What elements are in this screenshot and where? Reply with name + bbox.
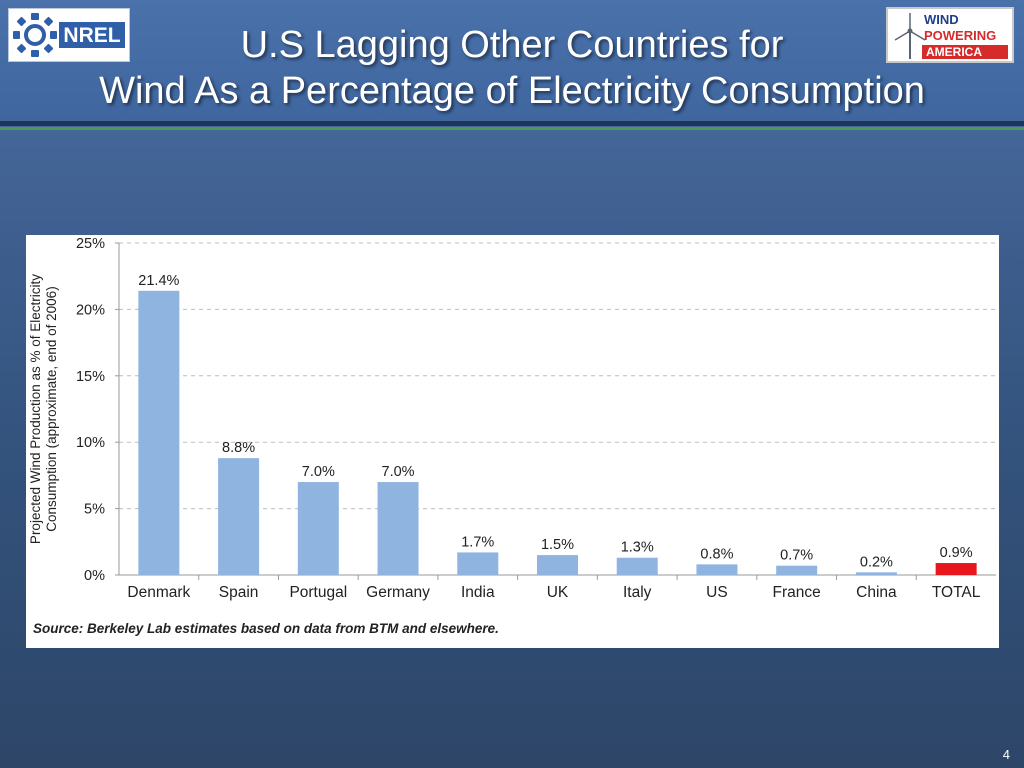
slide-title: U.S Lagging Other Countries for Wind As … bbox=[0, 22, 1024, 114]
y-tick-label: 25% bbox=[76, 236, 105, 252]
value-label-denmark: 21.4% bbox=[138, 273, 179, 289]
wpa-logo-line-3: AMERICA bbox=[926, 45, 982, 59]
x-tick-label-china: China bbox=[856, 584, 897, 601]
y-tick-label: 5% bbox=[84, 502, 105, 518]
header-divider-green bbox=[0, 127, 1024, 130]
value-label-france: 0.7% bbox=[780, 548, 813, 564]
nrel-logo-emblem-icon bbox=[13, 13, 57, 57]
x-tick-label-portugal: Portugal bbox=[289, 584, 347, 601]
wind-turbine-icon bbox=[894, 13, 926, 59]
value-label-us: 0.8% bbox=[700, 546, 733, 562]
bar-italy bbox=[616, 557, 658, 575]
bar-germany bbox=[377, 482, 419, 575]
wpa-logo-line-1: WIND bbox=[924, 12, 959, 27]
x-tick-label-uk: UK bbox=[547, 584, 569, 601]
y-tick-label: 20% bbox=[76, 302, 105, 318]
value-label-india: 1.7% bbox=[461, 534, 494, 550]
chart-value-labels: 21.4% 8.8% 7.0% 7.0% 1.7% 1.5% 1.3% 0.8% 0.7% 0.2… bbox=[138, 273, 972, 571]
header-divider-dark bbox=[0, 121, 1024, 126]
nrel-logo: NREL bbox=[8, 8, 130, 62]
x-tick-label-total: TOTAL bbox=[932, 584, 981, 601]
nrel-logo-text: NREL bbox=[63, 24, 120, 47]
chart-source-note: Source: Berkeley Lab estimates based on … bbox=[33, 621, 499, 636]
x-tick-label-spain: Spain bbox=[219, 584, 259, 601]
bar-us bbox=[696, 564, 738, 575]
value-label-total: 0.9% bbox=[940, 545, 973, 561]
bar-spain bbox=[218, 458, 260, 575]
value-label-germany: 7.0% bbox=[382, 464, 415, 480]
value-label-spain: 8.8% bbox=[222, 440, 255, 456]
wpa-logo-line-2: POWERING bbox=[924, 28, 996, 43]
bar-china bbox=[855, 572, 897, 575]
y-tick-label: 0% bbox=[84, 568, 105, 584]
y-axis-ticks: 0% 5% 10% 15% 20% 25% bbox=[76, 236, 119, 584]
x-tick-label-france: France bbox=[773, 584, 821, 601]
chart-gridlines bbox=[119, 242, 996, 510]
bar-total bbox=[935, 563, 977, 575]
x-tick-label-india: India bbox=[461, 584, 495, 601]
slide-title-line-2: Wind As a Percentage of Electricity Cons… bbox=[99, 70, 925, 112]
page-number: 4 bbox=[1002, 747, 1010, 762]
chart-bars bbox=[138, 290, 977, 575]
y-axis-title-line-1: Projected Wind Production as % of Electr… bbox=[28, 274, 43, 544]
x-tick-label-italy: Italy bbox=[623, 584, 652, 601]
y-tick-label: 10% bbox=[76, 435, 105, 451]
x-tick-label-us: US bbox=[706, 584, 728, 601]
value-label-china: 0.2% bbox=[860, 554, 893, 570]
bar-portugal bbox=[297, 482, 339, 575]
x-tick-label-germany: Germany bbox=[366, 584, 430, 601]
wind-powering-america-logo: WIND POWERING AMERICA bbox=[886, 7, 1014, 63]
x-tick-label-denmark: Denmark bbox=[127, 584, 190, 601]
value-label-uk: 1.5% bbox=[541, 537, 574, 553]
x-axis-labels: Denmark Spain Portugal Germany India UK Italy U… bbox=[127, 575, 981, 601]
bar-chart: 0% 5% 10% 15% 20% 25% 21.4% 8.8% 7.0% 7.0% 1.7% 1.… bbox=[28, 236, 996, 636]
chart-panel: 0% 5% 10% 15% 20% 25% 21.4% 8.8% 7.0% 7.0% 1.7% 1.… bbox=[26, 235, 999, 648]
slide-title-line-1: U.S Lagging Other Countries for bbox=[240, 24, 784, 66]
bar-india bbox=[457, 552, 499, 575]
y-axis-title: Projected Wind Production as % of Electr… bbox=[28, 274, 59, 544]
bar-france bbox=[776, 565, 818, 575]
y-tick-label: 15% bbox=[76, 369, 105, 385]
value-label-italy: 1.3% bbox=[621, 540, 654, 556]
slide-header: NREL U.S Lagging Other Countries for Win… bbox=[0, 0, 1024, 122]
bar-denmark bbox=[138, 290, 180, 575]
y-axis-title-line-2: Consumption (approximate, end of 2006) bbox=[44, 286, 59, 531]
bar-uk bbox=[537, 555, 578, 575]
value-label-portugal: 7.0% bbox=[302, 464, 335, 480]
